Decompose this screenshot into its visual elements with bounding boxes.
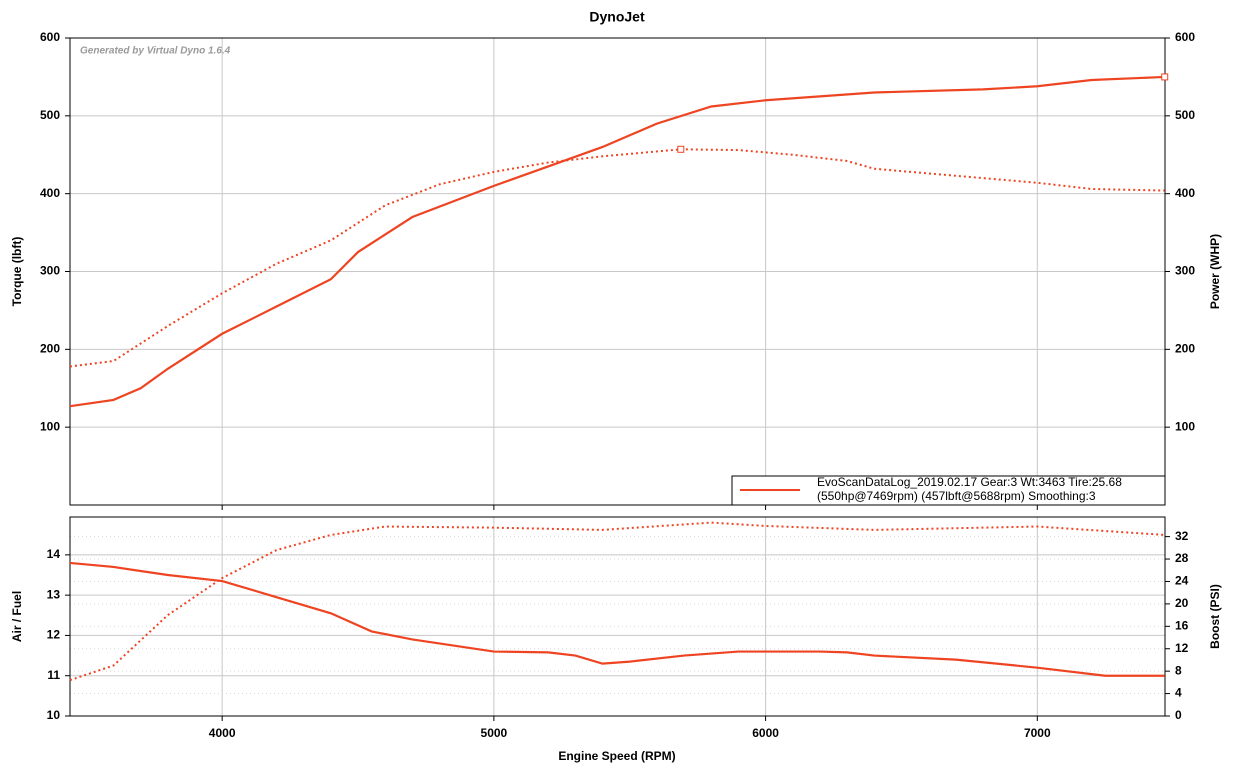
y-tick-label: 100 — [40, 419, 60, 433]
chart-title: DynoJet — [589, 9, 645, 25]
y2-tick-label: 24 — [1175, 574, 1189, 588]
series-line — [69, 561, 1165, 677]
y-tick-label: 300 — [40, 264, 60, 278]
peak-marker — [1161, 73, 1169, 81]
y2-tick-label: 400 — [1175, 186, 1195, 200]
peak-marker — [677, 145, 685, 153]
y-axis-label: Torque (lbft) — [10, 237, 24, 307]
y2-tick-label: 8 — [1175, 663, 1182, 677]
y2-tick-label: 300 — [1175, 264, 1195, 278]
y2-tick-label: 16 — [1175, 618, 1189, 632]
series-line — [69, 521, 1165, 682]
y2-tick-label: 200 — [1175, 342, 1195, 356]
y-tick-label: 11 — [47, 668, 60, 682]
legend-text: EvoScanDataLog_2019.02.17 Gear:3 Wt:3463… — [817, 475, 1122, 489]
y-tick-label: 14 — [47, 547, 61, 561]
series-line — [69, 148, 1165, 368]
y2-axis-label: Boost (PSI) — [1208, 584, 1222, 649]
plot-frame — [69, 37, 1166, 506]
y-tick-label: 500 — [40, 108, 60, 122]
legend-box — [731, 475, 1166, 506]
y-tick-label: 13 — [47, 587, 61, 601]
x-tick-label: 4000 — [209, 726, 236, 740]
y2-tick-label: 0 — [1175, 708, 1182, 722]
y2-axis-label: Power (WHP) — [1208, 234, 1222, 309]
watermark: Generated by Virtual Dyno 1.6.4 — [80, 46, 231, 57]
y-tick-label: 400 — [40, 186, 60, 200]
y-tick-label: 12 — [47, 628, 61, 642]
y2-tick-label: 4 — [1175, 686, 1182, 700]
x-axis-label: Engine Speed (RPM) — [558, 749, 675, 763]
y2-tick-label: 20 — [1175, 596, 1189, 610]
y-tick-label: 200 — [40, 342, 60, 356]
y2-tick-label: 600 — [1175, 30, 1195, 44]
y2-tick-label: 100 — [1175, 419, 1195, 433]
legend-text: (550hp@7469rpm) (457lbft@5688rpm) Smooth… — [817, 489, 1096, 503]
y2-tick-label: 12 — [1175, 641, 1189, 655]
x-tick-label: 7000 — [1024, 726, 1051, 740]
plot-frame — [69, 516, 1166, 717]
y2-tick-label: 32 — [1175, 529, 1189, 543]
x-tick-label: 5000 — [481, 726, 508, 740]
y2-tick-label: 500 — [1175, 108, 1195, 122]
y-tick-label: 600 — [40, 30, 60, 44]
y2-tick-label: 28 — [1175, 551, 1189, 565]
series-line — [69, 75, 1165, 408]
y-axis-label: Air / Fuel — [10, 591, 24, 642]
x-tick-label: 6000 — [752, 726, 779, 740]
y-tick-label: 10 — [47, 708, 61, 722]
